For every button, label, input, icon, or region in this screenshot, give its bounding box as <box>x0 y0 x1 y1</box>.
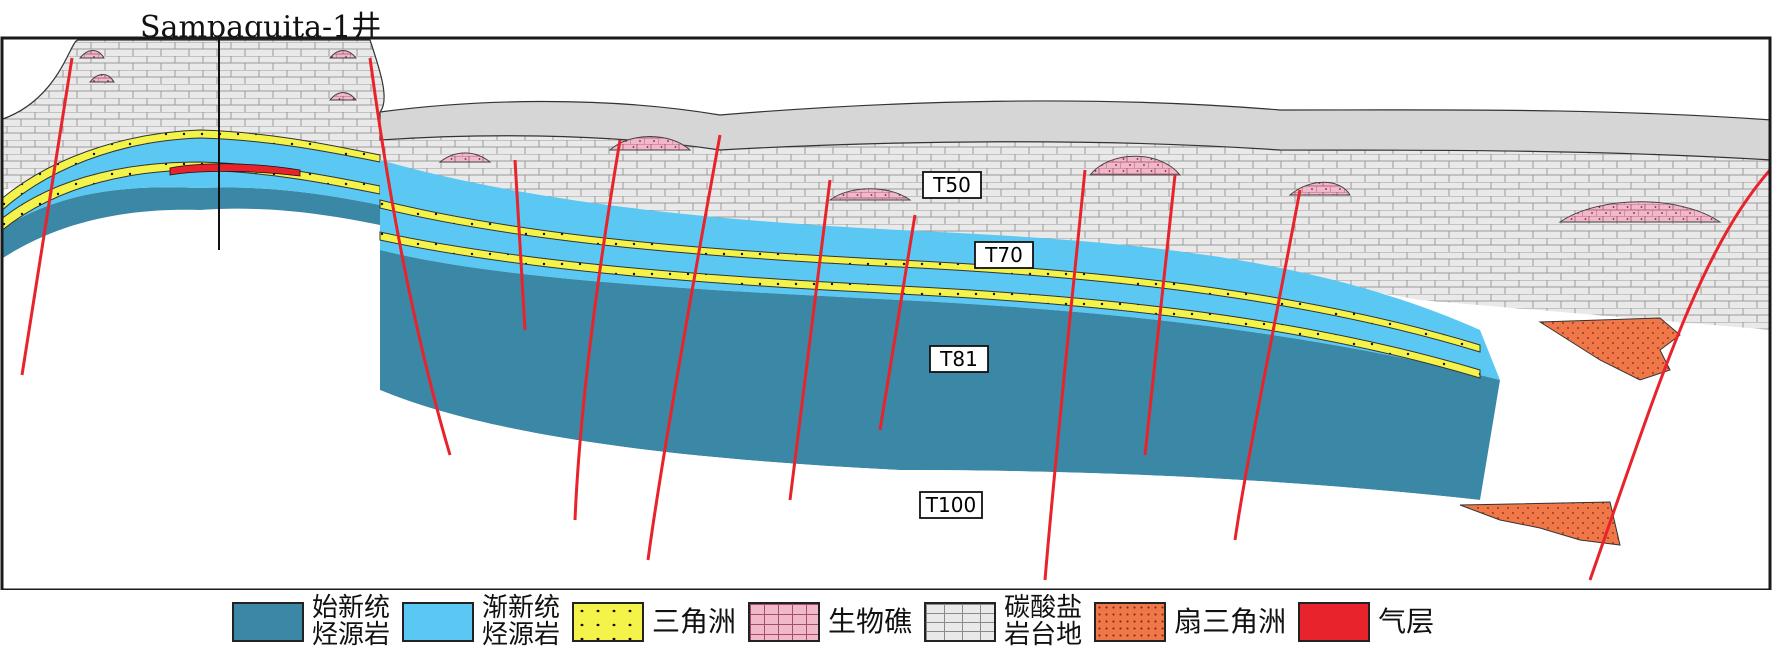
overburden-layer <box>379 100 1770 161</box>
legend-swatch-eocene-source <box>232 602 304 642</box>
reef-4 <box>1088 155 1182 176</box>
legend-item-eocene-source: 始新统 烃源岩 <box>232 595 390 649</box>
legend-label-fan-delta: 扇三角洲 <box>1174 605 1287 638</box>
horizon-label-t81: T81 <box>929 345 989 373</box>
reef-6 <box>1558 201 1722 223</box>
faults <box>20 57 1770 581</box>
reef-left-b <box>88 74 115 83</box>
legend-item-carbonate-platform: 碳酸盐 岩台地 <box>924 595 1082 649</box>
eocene-left-block <box>2 203 380 590</box>
geologic-cross-section: T50 T70 T81 T100 <box>0 36 1772 590</box>
oligocene-basin <box>380 160 1500 380</box>
svg-text:T100: T100 <box>925 493 976 517</box>
eocene-basin <box>380 250 1500 500</box>
legend-label-reef: 生物礁 <box>828 605 913 638</box>
legend-label-eocene-source: 始新统 烃源岩 <box>312 593 391 650</box>
gas-layer-body <box>169 163 301 177</box>
fan-delta-upper <box>1538 317 1681 381</box>
horizon-label-t50: T50 <box>922 171 982 199</box>
legend-label-gas-layer: 气层 <box>1378 605 1435 638</box>
legend-label-delta: 三角洲 <box>652 605 737 638</box>
reef-3 <box>828 188 912 201</box>
horizon-label-t100: T100 <box>919 491 983 519</box>
legend-label-carbonate-platform: 碳酸盐 岩台地 <box>1004 593 1083 650</box>
legend-label-oligocene-source: 渐新统 烃源岩 <box>482 593 561 650</box>
legend-item-fan-delta: 扇三角洲 <box>1094 602 1286 642</box>
reef-1 <box>438 152 492 163</box>
legend-swatch-delta <box>572 602 645 642</box>
reef-left-d <box>328 92 358 101</box>
reef-left-c <box>328 50 358 59</box>
fan-delta-lower <box>1459 501 1621 546</box>
legend-item-reef: 生物礁 <box>748 602 912 642</box>
reef-5 <box>1288 181 1351 196</box>
legend-swatch-gas-layer <box>1298 602 1371 642</box>
legend-item-delta: 三角洲 <box>572 602 736 642</box>
eocene-left-strip <box>2 187 380 259</box>
legend-swatch-oligocene-source <box>402 602 475 642</box>
svg-text:T81: T81 <box>939 347 978 371</box>
legend-swatch-reef <box>748 602 821 642</box>
section-frame <box>0 36 1772 590</box>
svg-text:T50: T50 <box>932 173 971 197</box>
legend-swatch-carbonate-platform <box>924 602 997 642</box>
legend-swatch-fan-delta <box>1094 602 1167 642</box>
legend: 始新统 烃源岩 渐新统 烃源岩 三角洲 生物礁 碳酸盐 岩台地 扇三角洲 气层 <box>232 592 1446 652</box>
horizon-label-t70: T70 <box>974 241 1034 269</box>
legend-item-gas-layer: 气层 <box>1298 602 1434 642</box>
svg-text:T70: T70 <box>984 243 1023 267</box>
legend-item-oligocene-source: 渐新统 烃源岩 <box>402 595 560 649</box>
reef-left-a <box>78 50 105 59</box>
